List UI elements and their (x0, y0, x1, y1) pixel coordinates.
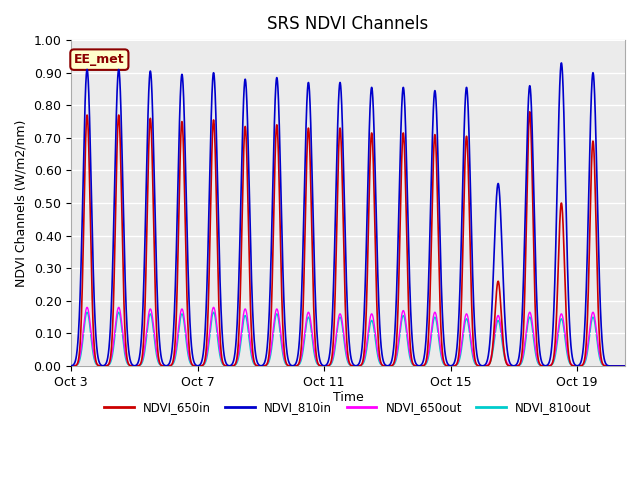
Y-axis label: NDVI Channels (W/m2/nm): NDVI Channels (W/m2/nm) (15, 120, 28, 287)
NDVI_810out (168, 362, 176, 368)
NDVI_810out (67, 363, 75, 369)
NDVI_650out (428, 329, 435, 335)
NDVI_810in (557, 60, 565, 66)
NDVI_650out (67, 363, 75, 369)
NDVI_650out (83, 304, 91, 310)
NDVI_650out (168, 361, 176, 367)
NDVI_650in (480, 363, 488, 369)
Line: NDVI_650out: NDVI_650out (71, 307, 625, 366)
NDVI_810in (67, 363, 75, 369)
Title: SRS NDVI Channels: SRS NDVI Channels (268, 15, 429, 33)
NDVI_810out (428, 335, 435, 341)
NDVI_650in (526, 109, 534, 115)
Line: NDVI_810out: NDVI_810out (71, 312, 625, 366)
NDVI_810out (522, 333, 530, 339)
NDVI_650in (279, 321, 287, 326)
NDVI_810in (480, 362, 488, 368)
NDVI_810in (621, 363, 628, 369)
Line: NDVI_650in: NDVI_650in (71, 112, 625, 366)
NDVI_810out (279, 351, 287, 357)
Line: NDVI_810in: NDVI_810in (71, 63, 625, 366)
NDVI_810out (399, 312, 407, 318)
NDVI_650in (522, 228, 530, 233)
NDVI_650in (428, 250, 435, 255)
NDVI_650out (481, 363, 488, 369)
NDVI_650in (399, 131, 407, 136)
NDVI_810in (399, 84, 407, 90)
NDVI_650in (621, 363, 628, 369)
NDVI_810out (481, 363, 488, 369)
NDVI_650out (279, 347, 287, 352)
NDVI_650out (522, 327, 530, 333)
Text: EE_met: EE_met (74, 53, 125, 66)
Legend: NDVI_650in, NDVI_810in, NDVI_650out, NDVI_810out: NDVI_650in, NDVI_810in, NDVI_650out, NDV… (100, 396, 596, 419)
NDVI_810out (83, 309, 91, 315)
X-axis label: Time: Time (333, 392, 364, 405)
NDVI_810out (621, 363, 628, 369)
NDVI_650in (67, 363, 75, 369)
NDVI_810in (428, 182, 435, 188)
NDVI_650out (621, 363, 628, 369)
NDVI_810in (279, 260, 287, 265)
NDVI_650in (168, 362, 175, 368)
NDVI_810in (522, 170, 530, 176)
NDVI_810in (168, 349, 175, 355)
NDVI_650out (399, 308, 407, 313)
